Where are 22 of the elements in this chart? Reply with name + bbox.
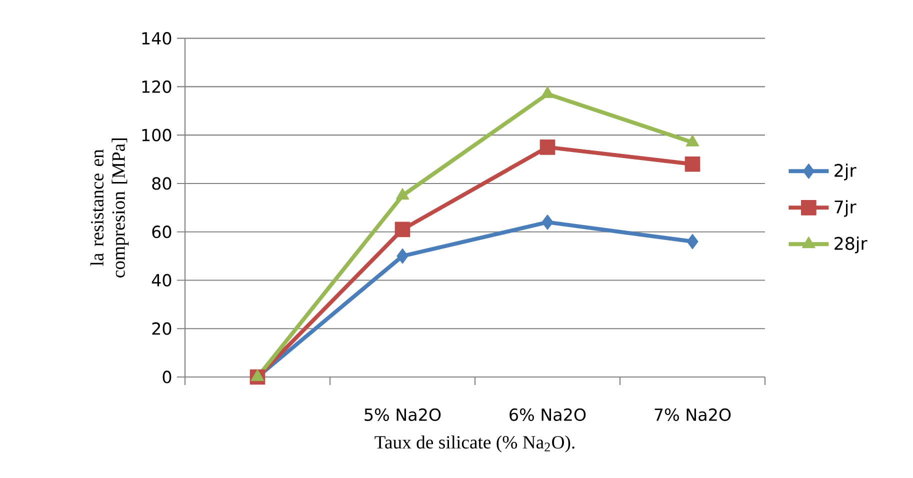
point [686, 234, 698, 250]
y-tick-label: 120 [142, 80, 172, 94]
point [542, 214, 554, 230]
y-tick-label: 60 [152, 226, 172, 238]
legend-label: 28jr [834, 236, 868, 254]
x-tick-label: 7% Na2O [654, 408, 731, 421]
y-tick-label: 80 [152, 177, 172, 190]
point [396, 248, 408, 264]
point [684, 156, 700, 172]
y-tick-label: 140 [142, 32, 172, 45]
y-tick-label: 0 [162, 370, 172, 384]
legend-label: 2jr [834, 164, 856, 180]
point [540, 140, 556, 155]
point [394, 222, 410, 238]
y-axis-title: la resistance en compresion [MPa] [90, 138, 129, 278]
x-axis-title: Taux de silicate (% Na$_{2}$O). [374, 435, 574, 452]
y-tick-label: 40 [152, 274, 172, 287]
legend-label: 7jr [834, 200, 856, 217]
x-tick-label: 5% Na2O [364, 408, 441, 421]
y-tick-label: 100 [142, 128, 172, 142]
y-tick-label: 20 [152, 322, 172, 335]
x-tick-label: 6% Na2O [510, 408, 586, 421]
